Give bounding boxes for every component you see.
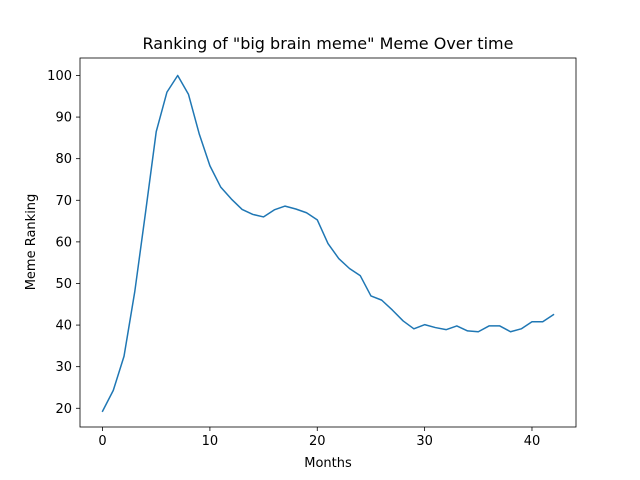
y-tick-label: 70 [55,194,72,209]
y-tick-label: 80 [55,152,72,167]
y-tick-label: 100 [47,69,72,84]
y-tick-label: 50 [55,277,72,292]
y-tick-label: 30 [55,360,72,375]
x-tick-label: 30 [416,434,433,449]
y-tick-label: 40 [55,319,72,334]
chart-title: Ranking of "big brain meme" Meme Over ti… [143,34,514,53]
y-axis-label: Meme Ranking [24,194,39,291]
x-tick-label: 20 [309,434,326,449]
series-line-0 [101,74,555,413]
y-tick-label: 90 [55,111,72,126]
x-axis-label: Months [304,456,352,471]
x-tick-label: 40 [524,434,541,449]
x-tick-label: 0 [98,434,106,449]
plot-area: 0 10 20 30 40 20 30 40 50 60 70 80 90 100 [47,57,577,449]
axes-frame [79,57,577,428]
x-tick-label: 10 [202,434,219,449]
y-tick-label: 60 [55,235,72,250]
y-tick-label: 20 [55,402,72,417]
